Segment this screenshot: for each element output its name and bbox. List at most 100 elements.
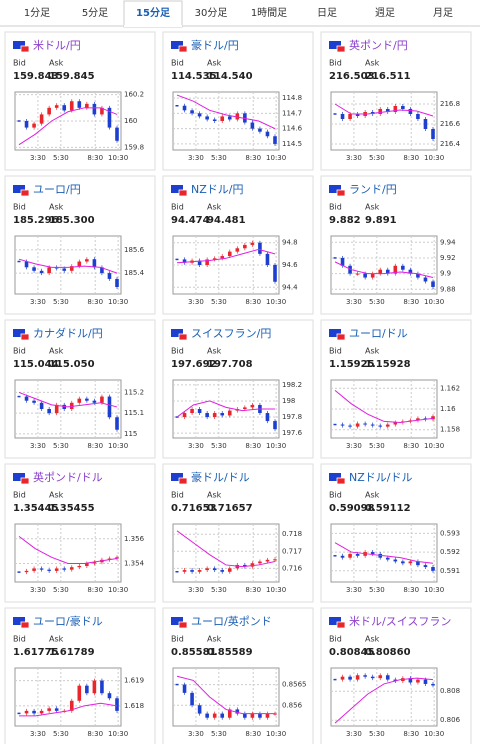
candle [250, 242, 255, 245]
bid-label: Bid [171, 635, 184, 644]
x-tick-label: 5:30 [369, 586, 385, 594]
candle [220, 116, 225, 121]
candle [190, 692, 194, 706]
candle [47, 107, 51, 115]
x-tick-label: 5:30 [369, 298, 385, 306]
flag-icon [171, 473, 183, 481]
card-title[interactable]: ユーロ/ドル [349, 327, 408, 340]
candle [401, 561, 405, 564]
x-tick-label: 10:30 [108, 730, 128, 738]
tab-label[interactable]: 15分足 [136, 6, 171, 19]
x-tick-label: 3:30 [188, 442, 204, 450]
y-tick-label: 1.619 [124, 677, 144, 685]
candle [212, 119, 217, 121]
candle [348, 676, 352, 680]
candle [408, 561, 413, 564]
card-title[interactable]: 米ドル/スイスフラン [349, 615, 451, 628]
moving-average [334, 677, 434, 724]
bid-label: Bid [329, 491, 342, 500]
candle [378, 675, 383, 679]
card-title[interactable]: ユーロ/豪ドル [33, 614, 103, 628]
x-tick-label: 3:30 [188, 730, 204, 738]
bid-value: 0.80845 [329, 647, 375, 658]
moving-average [18, 535, 118, 564]
x-tick-label: 3:30 [346, 442, 362, 450]
x-tick-label: 5:30 [53, 442, 69, 450]
candle [115, 557, 119, 559]
card-title[interactable]: カナダドル/円 [33, 326, 103, 340]
candle [77, 565, 82, 568]
ask-label: Ask [207, 347, 222, 356]
candle [385, 424, 390, 427]
x-tick-label: 8:30 [403, 154, 419, 162]
ask-value: 0.71657 [207, 503, 253, 514]
candle [385, 269, 390, 274]
y-tick-label: 0.856 [282, 701, 303, 709]
candle [85, 398, 89, 401]
candle [32, 123, 36, 128]
plot-area [330, 523, 438, 583]
candle [243, 713, 247, 718]
flag-icon [178, 333, 188, 341]
candle [370, 676, 375, 679]
candle [77, 398, 82, 403]
plot-area [14, 667, 122, 727]
y-tick-label: 1.158 [440, 426, 460, 434]
candle [69, 567, 74, 570]
card-title[interactable]: スイスフラン/円 [191, 327, 271, 340]
card-title[interactable]: ユーロ/英ポンド [191, 614, 272, 628]
tab-label[interactable]: 30分足 [195, 7, 228, 19]
candle [393, 679, 398, 682]
tab-label[interactable]: 月足 [433, 7, 453, 19]
tab-label[interactable]: 日足 [317, 7, 337, 19]
bid-label: Bid [329, 59, 342, 68]
candle [85, 259, 89, 262]
y-tick-label: 0.717 [282, 547, 302, 555]
candle [205, 413, 209, 418]
candle [115, 127, 119, 141]
x-tick-label: 3:30 [346, 298, 362, 306]
card-title[interactable]: 豪ドル/円 [191, 38, 239, 52]
ask-label: Ask [207, 635, 222, 644]
card-title[interactable]: ランド/円 [349, 183, 397, 196]
moving-average [18, 107, 118, 146]
candle [190, 110, 194, 114]
ask-label: Ask [365, 59, 380, 68]
flag-icon [171, 617, 183, 625]
candle [69, 266, 74, 271]
tab-label[interactable]: 1時間足 [251, 7, 287, 19]
card-title[interactable]: NZドル/ドル [349, 471, 412, 484]
card-title[interactable]: 英ポンド/円 [349, 38, 408, 52]
tab-label[interactable]: 5分足 [82, 7, 108, 19]
y-tick-label: 115.1 [124, 409, 144, 417]
moving-average [18, 391, 118, 408]
tab-label[interactable]: 1分足 [24, 7, 50, 19]
card-title[interactable]: 豪ドル/ドル [191, 470, 250, 484]
y-tick-label: 197.6 [282, 429, 303, 437]
ask-value: 0.59112 [365, 503, 411, 514]
candle [423, 277, 428, 282]
candle [250, 122, 255, 129]
candle [197, 409, 202, 414]
card-title[interactable]: 英ポンド/ドル [33, 470, 103, 484]
candle [423, 679, 428, 684]
candle [24, 261, 29, 268]
tab-label[interactable]: 週足 [375, 7, 395, 19]
candle [92, 680, 97, 694]
card-title[interactable]: NZドル/円 [191, 183, 243, 196]
candle [69, 402, 74, 409]
candle [182, 413, 187, 418]
ask-value: 94.481 [207, 215, 246, 226]
candle [431, 567, 435, 571]
y-tick-label: 185.4 [124, 269, 145, 277]
card-title[interactable]: 米ドル/円 [33, 39, 81, 52]
x-tick-label: 5:30 [53, 586, 69, 594]
bid-value: 1.15925 [329, 359, 375, 370]
candle [212, 258, 217, 260]
card-title[interactable]: ユーロ/円 [33, 183, 81, 196]
x-tick-label: 10:30 [424, 298, 444, 306]
candle [258, 242, 262, 254]
y-tick-label: 1.162 [440, 384, 460, 392]
x-tick-label: 10:30 [108, 442, 128, 450]
x-tick-label: 3:30 [346, 586, 362, 594]
